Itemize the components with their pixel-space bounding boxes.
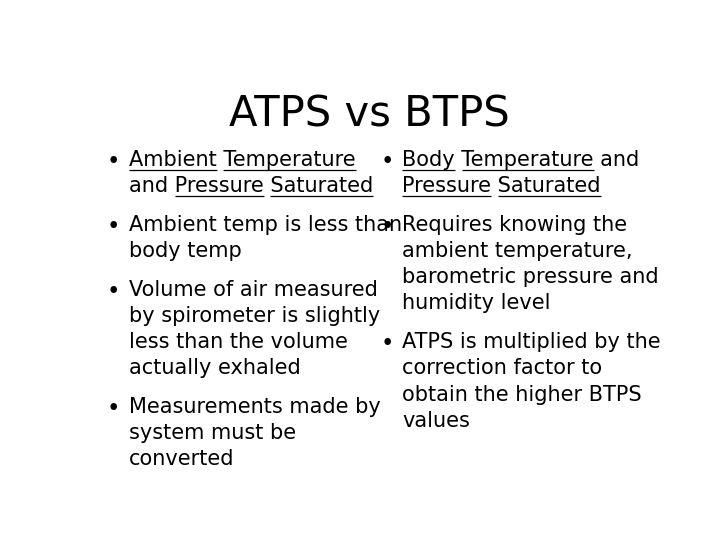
Text: Body Temperature and: Body Temperature and bbox=[402, 150, 640, 170]
Text: barometric pressure and: barometric pressure and bbox=[402, 267, 659, 287]
Text: ATPS vs BTPS: ATPS vs BTPS bbox=[229, 94, 509, 136]
Text: ATPS is multiplied by the: ATPS is multiplied by the bbox=[402, 332, 661, 352]
Text: Ambient temp is less than: Ambient temp is less than bbox=[129, 215, 402, 235]
Text: values: values bbox=[402, 411, 470, 431]
Text: less than the volume: less than the volume bbox=[129, 332, 348, 352]
Text: actually exhaled: actually exhaled bbox=[129, 359, 301, 379]
Text: Measurements made by: Measurements made by bbox=[129, 397, 381, 417]
Text: converted: converted bbox=[129, 449, 235, 469]
Text: and Pressure Saturated: and Pressure Saturated bbox=[129, 176, 373, 196]
Text: humidity level: humidity level bbox=[402, 294, 551, 314]
Text: Ambient Temperature: Ambient Temperature bbox=[129, 150, 356, 170]
Text: Requires knowing the: Requires knowing the bbox=[402, 215, 628, 235]
Text: body temp: body temp bbox=[129, 241, 242, 261]
Text: •: • bbox=[107, 397, 120, 420]
Text: •: • bbox=[107, 150, 120, 173]
Text: system must be: system must be bbox=[129, 423, 296, 443]
Text: by spirometer is slightly: by spirometer is slightly bbox=[129, 306, 380, 326]
Text: obtain the higher BTPS: obtain the higher BTPS bbox=[402, 384, 642, 404]
Text: •: • bbox=[380, 150, 394, 173]
Text: •: • bbox=[107, 280, 120, 303]
Text: correction factor to: correction factor to bbox=[402, 359, 603, 379]
Text: Volume of air measured: Volume of air measured bbox=[129, 280, 378, 300]
Text: •: • bbox=[107, 215, 120, 238]
Text: •: • bbox=[380, 215, 394, 238]
Text: Pressure Saturated: Pressure Saturated bbox=[402, 176, 601, 196]
Text: ambient temperature,: ambient temperature, bbox=[402, 241, 633, 261]
Text: •: • bbox=[380, 332, 394, 355]
